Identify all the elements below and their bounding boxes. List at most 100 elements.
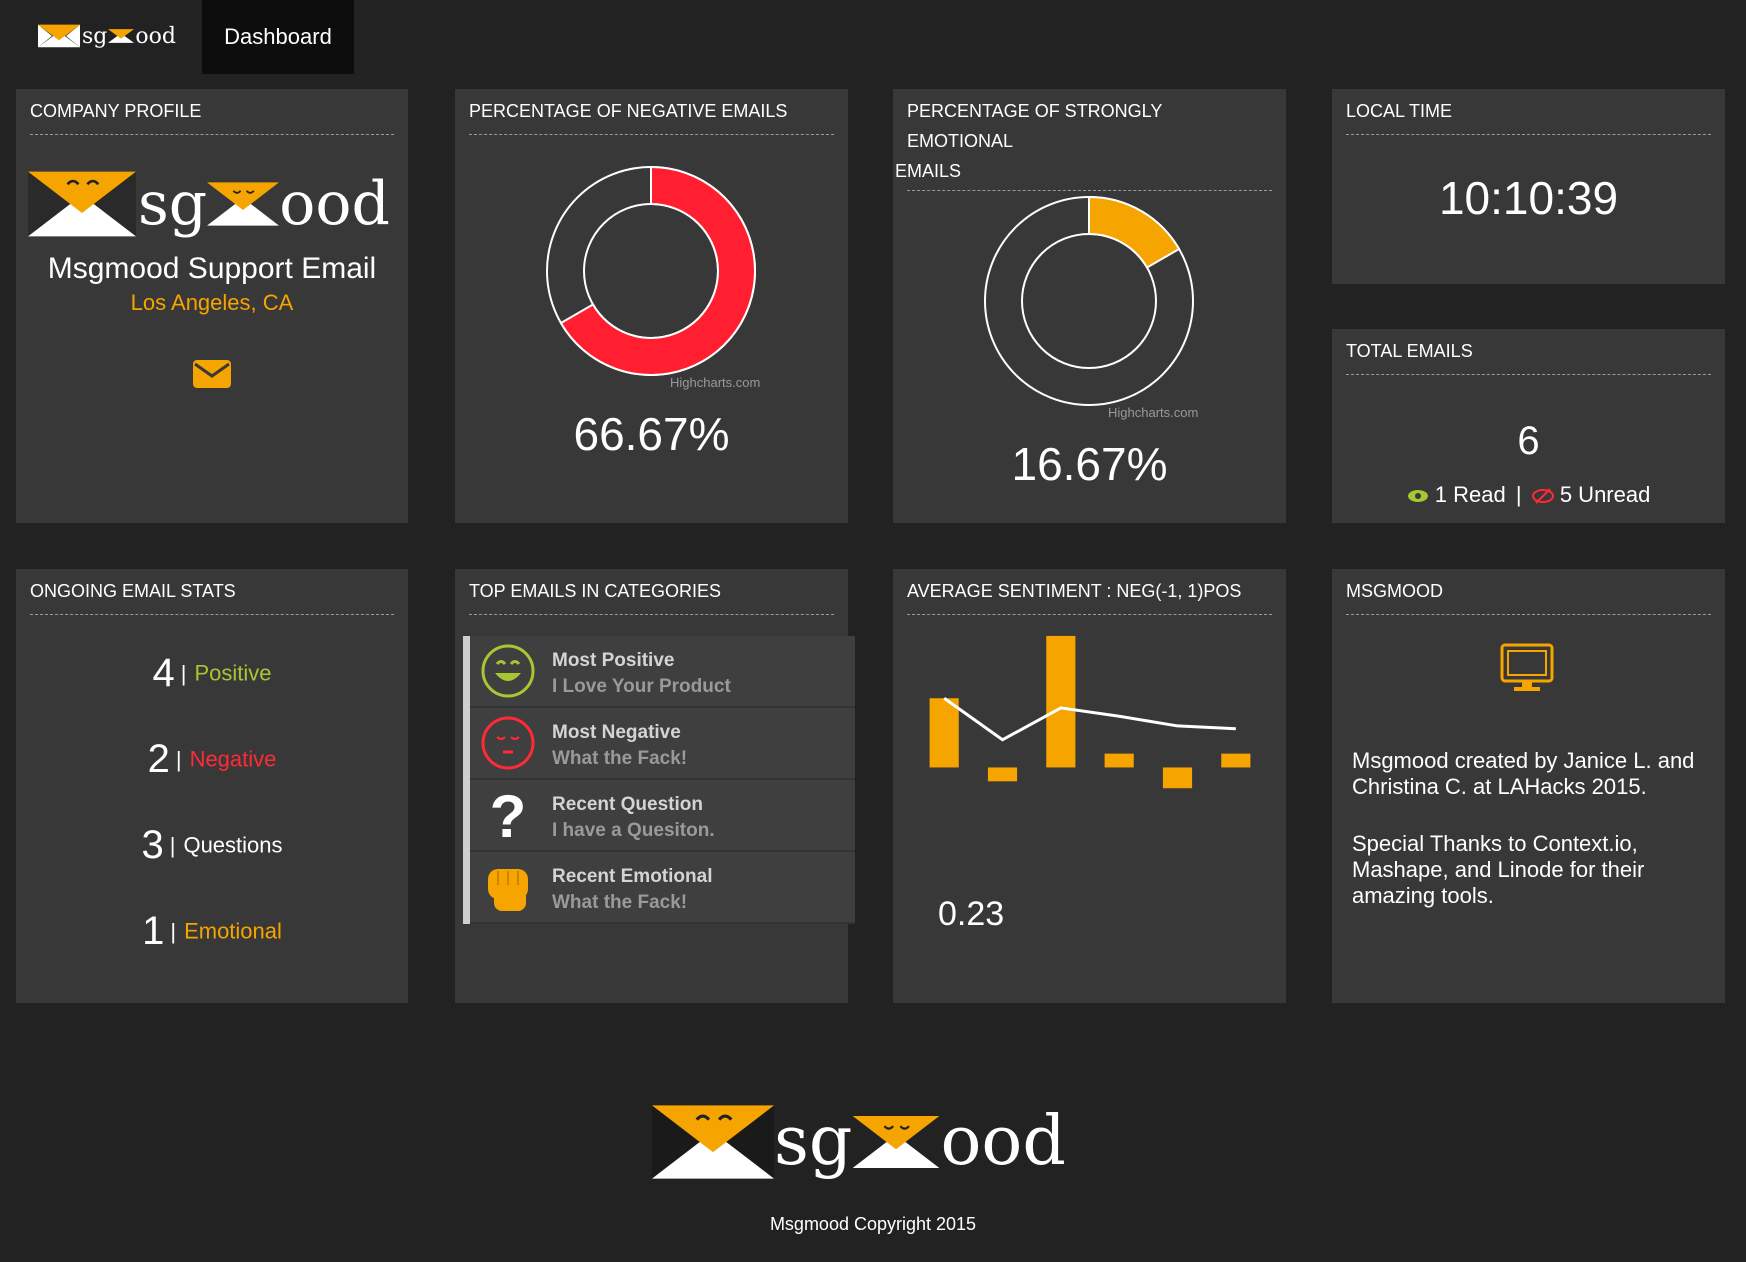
sentiment-bar[interactable] xyxy=(1104,753,1134,768)
company-logo: sg ood xyxy=(28,164,408,244)
stat-separator: | xyxy=(180,660,187,686)
sentiment-trend-line xyxy=(943,697,1236,742)
category-item-question[interactable]: ? Recent Question I have a Quesiton. xyxy=(470,780,855,852)
about-credits: Msgmood created by Janice L. and Christi… xyxy=(1352,748,1695,799)
negative-emails-panel: PERCENTAGE OF NEGATIVE EMAILS Highcharts… xyxy=(455,89,848,523)
stat-separator: | xyxy=(170,918,177,944)
category-item-positive[interactable]: Most Positive I Love Your Product xyxy=(470,636,855,708)
footer-logo-text-a: sg xyxy=(774,1102,853,1181)
total-emails-panel: TOTAL EMAILS 6 1 Read | 5 Unread xyxy=(1332,329,1725,523)
category-item-negative[interactable]: Most Negative What the Fack! xyxy=(470,708,855,780)
donut-slice-negative xyxy=(559,165,756,376)
question-icon: ? xyxy=(490,787,527,843)
sad-face-icon xyxy=(481,716,535,770)
panel-title-line2: EMAILS xyxy=(895,161,962,181)
panel-title: AVERAGE SENTIMENT : NEG(-1, 1)POS xyxy=(907,569,1272,615)
category-heading: Recent Emotional xyxy=(552,866,713,887)
category-list: Most Positive I Love Your Product Most N… xyxy=(463,636,855,924)
company-location: Los Angeles, CA xyxy=(130,290,294,315)
highcharts-credit[interactable]: Highcharts.com xyxy=(670,375,760,390)
envelope-logo-icon xyxy=(207,182,280,226)
category-subject: I Love Your Product xyxy=(552,676,731,697)
eye-icon xyxy=(1407,490,1428,503)
envelope-logo-icon xyxy=(108,29,135,43)
sentiment-bar[interactable] xyxy=(1046,635,1076,768)
eye-slash-icon xyxy=(1531,488,1554,504)
sentiment-bar[interactable] xyxy=(1221,753,1251,768)
panel-title: PERCENTAGE OF STRONGLY EMOTIONAL EMAILS xyxy=(895,89,1272,191)
total-emails-count: 6 xyxy=(1517,419,1540,463)
footer-logo-text-b: ood xyxy=(940,1102,1066,1181)
sentiment-bar[interactable] xyxy=(929,698,959,768)
mail-icon[interactable] xyxy=(193,360,231,393)
panel-title: TOTAL EMAILS xyxy=(1346,329,1711,375)
sentiment-bar[interactable] xyxy=(1162,767,1193,789)
stat-separator: | xyxy=(175,746,182,772)
monitor-icon xyxy=(1500,643,1554,698)
smiley-icon xyxy=(481,644,535,698)
sentiment-chart xyxy=(929,635,1251,789)
company-logo-text-a: sg xyxy=(138,169,208,239)
envelope-logo-icon xyxy=(853,1115,940,1168)
panel-title: MSGMOOD xyxy=(1346,569,1711,615)
emotional-emails-panel: PERCENTAGE OF STRONGLY EMOTIONAL EMAILS … xyxy=(893,89,1286,523)
fist-icon xyxy=(488,869,528,911)
category-subject: What the Fack! xyxy=(552,748,688,769)
local-time-value: 10:10:39 xyxy=(1438,172,1619,224)
footer-logo: sg ood xyxy=(652,1102,1066,1181)
brand-logo-text-a: sg xyxy=(82,23,108,49)
about-panel: MSGMOOD Msgmood created by Janice L. and… xyxy=(1332,569,1725,1003)
sentiment-value: 0.23 xyxy=(938,895,1005,933)
company-logo-text-b: ood xyxy=(279,169,390,239)
panel-title: LOCAL TIME xyxy=(1346,89,1711,135)
stat-label: Emotional xyxy=(184,918,282,944)
envelope-logo-icon xyxy=(652,1104,774,1179)
stat-label: Questions xyxy=(183,832,283,858)
panel-title: TOP EMAILS IN CATEGORIES xyxy=(469,569,834,615)
sentiment-bar[interactable] xyxy=(987,767,1018,782)
envelope-logo-icon xyxy=(28,171,136,237)
panel-title: ONGOING EMAIL STATS xyxy=(30,569,394,615)
stat-number: 2 xyxy=(147,737,170,781)
brand-logo-text-b: ood xyxy=(135,23,176,49)
unread-count: 5 Unread xyxy=(1559,482,1651,507)
category-item-emotional[interactable]: Recent Emotional What the Fack! xyxy=(470,852,855,924)
stat-label: Positive xyxy=(194,660,272,686)
email-stats-panel: ONGOING EMAIL STATS 4 | Positive 2 | Negativ… xyxy=(16,569,408,1003)
category-heading: Most Negative xyxy=(552,722,681,743)
read-count: 1 Read xyxy=(1434,482,1506,507)
read-unread-separator: | xyxy=(1515,482,1522,507)
stat-number: 3 xyxy=(141,823,164,867)
category-heading: Recent Question xyxy=(552,794,703,815)
stat-row-questions: 3 | Questions xyxy=(16,823,408,868)
svg-text:?: ? xyxy=(490,787,527,843)
stat-separator: | xyxy=(169,832,176,858)
panel-title-line1: PERCENTAGE OF STRONGLY EMOTIONAL xyxy=(907,101,1163,151)
stat-row-positive: 4 | Positive xyxy=(16,651,408,696)
emotional-percentage: 16.67% xyxy=(1011,438,1168,490)
donut-slice-emotional xyxy=(1088,195,1181,269)
highcharts-credit[interactable]: Highcharts.com xyxy=(1108,405,1198,420)
brand-logo[interactable]: sg ood xyxy=(38,18,176,54)
local-time-panel: LOCAL TIME 10:10:39 xyxy=(1332,89,1725,284)
read-unread-summary: 1 Read | 5 Unread xyxy=(1332,482,1725,508)
stat-row-emotional: 1 | Emotional xyxy=(16,909,408,954)
stat-number: 4 xyxy=(152,651,175,695)
average-sentiment-panel: AVERAGE SENTIMENT : NEG(-1, 1)POS 0.23 xyxy=(893,569,1286,1003)
tab-dashboard[interactable]: Dashboard xyxy=(202,0,354,74)
negative-donut-chart: Highcharts.com xyxy=(546,165,760,390)
panel-title: COMPANY PROFILE xyxy=(30,89,394,135)
emotional-donut-chart: Highcharts.com xyxy=(984,195,1198,420)
company-name: Msgmood Support Email xyxy=(47,252,377,285)
top-emails-panel: TOP EMAILS IN CATEGORIES Most Positive I… xyxy=(455,569,855,1003)
footer-copyright: Msgmood Copyright 2015 xyxy=(769,1214,977,1234)
stat-row-negative: 2 | Negative xyxy=(16,737,408,782)
top-navbar: sg ood Dashboard xyxy=(0,0,1746,74)
about-thanks: Special Thanks to Context.io, Mashape, a… xyxy=(1352,831,1645,908)
stat-number: 1 xyxy=(142,909,165,953)
envelope-logo-icon xyxy=(38,24,80,48)
company-profile-panel: COMPANY PROFILE sg ood Msgmood Support E… xyxy=(16,89,408,523)
category-subject: What the Fack! xyxy=(552,892,688,913)
stat-label: Negative xyxy=(189,746,277,772)
category-subject: I have a Quesiton. xyxy=(552,820,715,841)
